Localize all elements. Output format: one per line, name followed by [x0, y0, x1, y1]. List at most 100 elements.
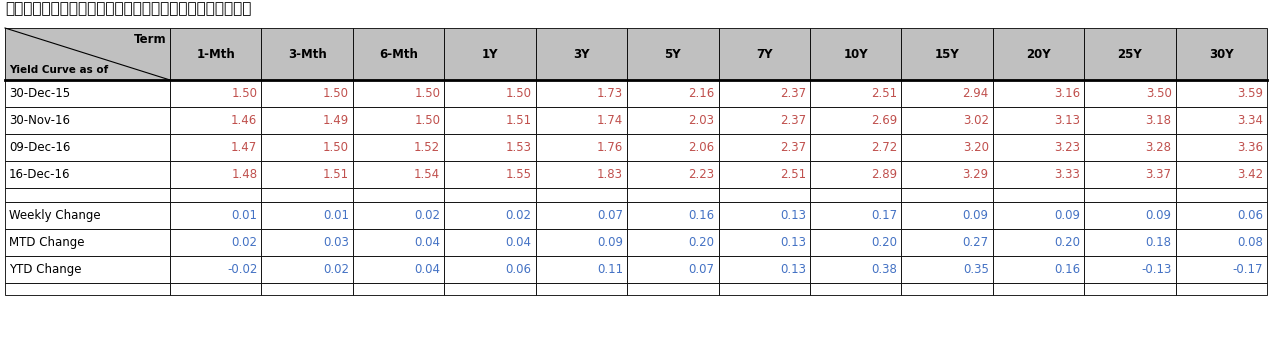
Text: 1.53: 1.53 [506, 141, 532, 154]
Bar [536, 229, 627, 256]
Text: 20Y: 20Y [1027, 47, 1051, 60]
Text: 2.69: 2.69 [871, 114, 897, 127]
Bar [627, 80, 719, 107]
Bar [902, 107, 992, 134]
Bar [719, 28, 810, 80]
Text: 3.37: 3.37 [1146, 168, 1172, 181]
Text: 2.89: 2.89 [871, 168, 897, 181]
Text: 1.50: 1.50 [415, 87, 440, 100]
Bar [262, 161, 352, 188]
Bar [810, 283, 902, 295]
Bar [5, 80, 170, 107]
Text: 1.50: 1.50 [506, 87, 532, 100]
Text: 0.13: 0.13 [780, 236, 806, 249]
Bar [719, 188, 810, 202]
Bar [810, 80, 902, 107]
Text: 0.09: 0.09 [597, 236, 623, 249]
Bar [902, 256, 992, 283]
Text: 1.51: 1.51 [323, 168, 349, 181]
Text: 1.55: 1.55 [506, 168, 532, 181]
Bar [5, 28, 170, 80]
Bar [5, 161, 170, 188]
Text: 0.16: 0.16 [688, 209, 715, 222]
Bar [444, 283, 536, 295]
Text: 1.50: 1.50 [415, 114, 440, 127]
Bar [444, 229, 536, 256]
Text: 3.29: 3.29 [963, 168, 988, 181]
Bar [810, 202, 902, 229]
Bar [262, 229, 352, 256]
Text: 3Y: 3Y [574, 47, 590, 60]
Text: 09-Dec-16: 09-Dec-16 [9, 141, 70, 154]
Text: 1.48: 1.48 [232, 168, 257, 181]
Text: 0.09: 0.09 [1146, 209, 1172, 222]
Bar [810, 188, 902, 202]
Text: 1.83: 1.83 [597, 168, 623, 181]
Text: 0.11: 0.11 [597, 263, 623, 276]
Bar [170, 80, 262, 107]
Bar [902, 283, 992, 295]
Bar [352, 229, 444, 256]
Bar [719, 80, 810, 107]
Bar [1175, 202, 1267, 229]
Text: 1.46: 1.46 [232, 114, 257, 127]
Text: 0.04: 0.04 [415, 236, 440, 249]
Text: 0.01: 0.01 [323, 209, 349, 222]
Text: 2.37: 2.37 [780, 141, 806, 154]
Text: 25Y: 25Y [1118, 47, 1142, 60]
Bar [170, 256, 262, 283]
Text: 0.06: 0.06 [506, 263, 532, 276]
Text: 2.94: 2.94 [963, 87, 988, 100]
Bar [444, 188, 536, 202]
Text: 2.23: 2.23 [688, 168, 715, 181]
Bar [170, 107, 262, 134]
Bar [992, 161, 1084, 188]
Bar [992, 256, 1084, 283]
Text: 5Y: 5Y [664, 47, 681, 60]
Text: 10Y: 10Y [843, 47, 868, 60]
Text: 3.23: 3.23 [1054, 141, 1080, 154]
Text: 0.04: 0.04 [506, 236, 532, 249]
Bar [262, 202, 352, 229]
Bar [536, 107, 627, 134]
Text: 3.36: 3.36 [1236, 141, 1263, 154]
Bar [262, 134, 352, 161]
Bar [262, 283, 352, 295]
Bar [352, 283, 444, 295]
Text: 1.50: 1.50 [232, 87, 257, 100]
Bar [536, 202, 627, 229]
Bar [1084, 229, 1175, 256]
Text: 3.20: 3.20 [963, 141, 988, 154]
Text: -0.13: -0.13 [1141, 263, 1172, 276]
Bar [1084, 80, 1175, 107]
Bar [5, 134, 170, 161]
Text: 3.18: 3.18 [1146, 114, 1172, 127]
Text: 1.73: 1.73 [597, 87, 623, 100]
Bar [444, 80, 536, 107]
Bar [719, 229, 810, 256]
Bar [1175, 283, 1267, 295]
Bar [1084, 256, 1175, 283]
Text: 2.16: 2.16 [688, 87, 715, 100]
Text: 3.59: 3.59 [1236, 87, 1263, 100]
Text: 7Y: 7Y [756, 47, 772, 60]
Bar [1084, 188, 1175, 202]
Bar [444, 161, 536, 188]
Bar [536, 134, 627, 161]
Bar [352, 202, 444, 229]
Text: 0.13: 0.13 [780, 263, 806, 276]
Text: 3.34: 3.34 [1236, 114, 1263, 127]
Bar [902, 229, 992, 256]
Text: YTD Change: YTD Change [9, 263, 81, 276]
Bar [444, 28, 536, 80]
Text: 0.02: 0.02 [415, 209, 440, 222]
Bar [352, 161, 444, 188]
Text: Yield Curve as of: Yield Curve as of [9, 65, 108, 75]
Text: 0.16: 0.16 [1054, 263, 1080, 276]
Text: 1.50: 1.50 [323, 87, 349, 100]
Bar [1084, 107, 1175, 134]
Text: 0.03: 0.03 [323, 236, 349, 249]
Bar [5, 229, 170, 256]
Text: 0.27: 0.27 [963, 236, 988, 249]
Bar [536, 283, 627, 295]
